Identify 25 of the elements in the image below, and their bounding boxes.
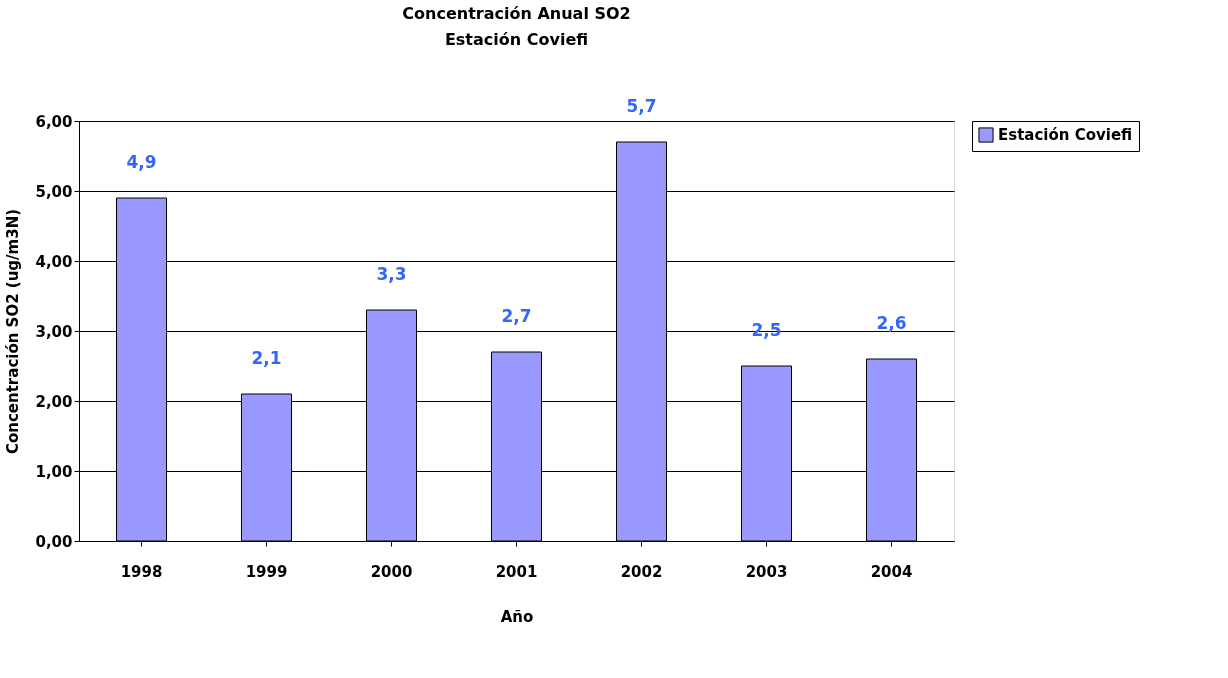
y-tick-label: 3,00 <box>35 322 73 341</box>
data-label: 2,7 <box>501 306 532 326</box>
y-tick-label: 6,00 <box>35 112 73 131</box>
x-tick-label: 2001 <box>495 562 538 581</box>
data-label: 4,9 <box>126 152 157 172</box>
x-tick-label: 2000 <box>370 562 413 581</box>
legend-label: Estación Coviefi <box>998 126 1133 144</box>
data-label: 5,7 <box>626 96 657 116</box>
x-tick-label: 1998 <box>120 562 163 581</box>
y-tick-label: 2,00 <box>35 392 73 411</box>
y-tick-label: 5,00 <box>35 182 73 201</box>
chart-title: Concentración Anual SO2 <box>402 4 631 23</box>
x-tick-label: 2004 <box>870 562 913 581</box>
x-axis-title: Año <box>500 607 534 626</box>
y-tick-label: 4,00 <box>35 252 73 271</box>
x-tick-label: 2003 <box>745 562 788 581</box>
data-label: 2,1 <box>251 348 282 368</box>
y-axis-title: Concentración SO2 (ug/m3N) <box>4 208 23 455</box>
x-tick-label: 1999 <box>245 562 288 581</box>
y-tick-label: 1,00 <box>35 462 73 481</box>
data-label: 2,6 <box>876 313 907 333</box>
y-tick-label: 0,00 <box>35 532 73 551</box>
chart-subtitle: Estación Coviefi <box>444 30 589 49</box>
data-label: 3,3 <box>376 264 407 284</box>
x-tick-label: 2002 <box>620 562 663 581</box>
